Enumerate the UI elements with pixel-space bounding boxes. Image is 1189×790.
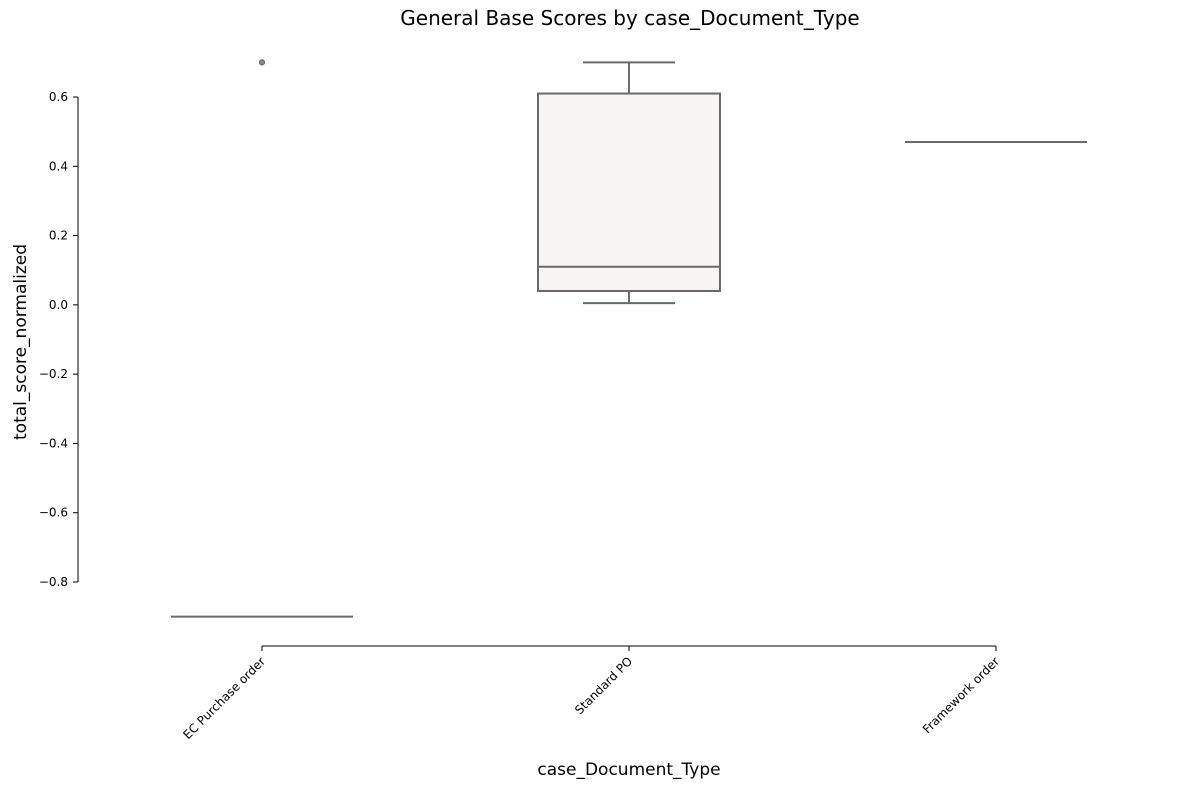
y-tick-label: 0.2 [49,229,68,243]
y-tick-label: 0.0 [49,298,68,312]
y-tick-label: −0.6 [39,506,68,520]
y-tick-label: 0.4 [49,159,68,173]
y-axis: 0.6 0.4 0.2 0.0 −0.2 −0.4 −0.6 −0.8 [39,90,79,589]
y-tick-label: 0.6 [49,90,68,104]
boxes-layer [171,59,1087,618]
x-axis-label: case_Document_Type [537,760,720,780]
box-group [537,61,721,305]
x-tick-label: Standard PO [572,654,635,717]
x-tick-label: EC Purchase order [180,654,268,742]
outlier-point [258,59,266,66]
x-axis: EC Purchase order Standard PO Framework or… [180,645,1002,742]
box-iqr [537,92,721,292]
y-axis-label: total_score_normalized [11,244,31,440]
chart-title: General Base Scores by case_Document_Typ… [400,6,859,30]
y-tick-label: −0.4 [39,436,68,450]
box-group [171,59,353,618]
y-tick-label: −0.8 [39,575,68,589]
y-tick-label: −0.2 [39,367,68,381]
x-tick-label: Framework order [920,654,1002,736]
